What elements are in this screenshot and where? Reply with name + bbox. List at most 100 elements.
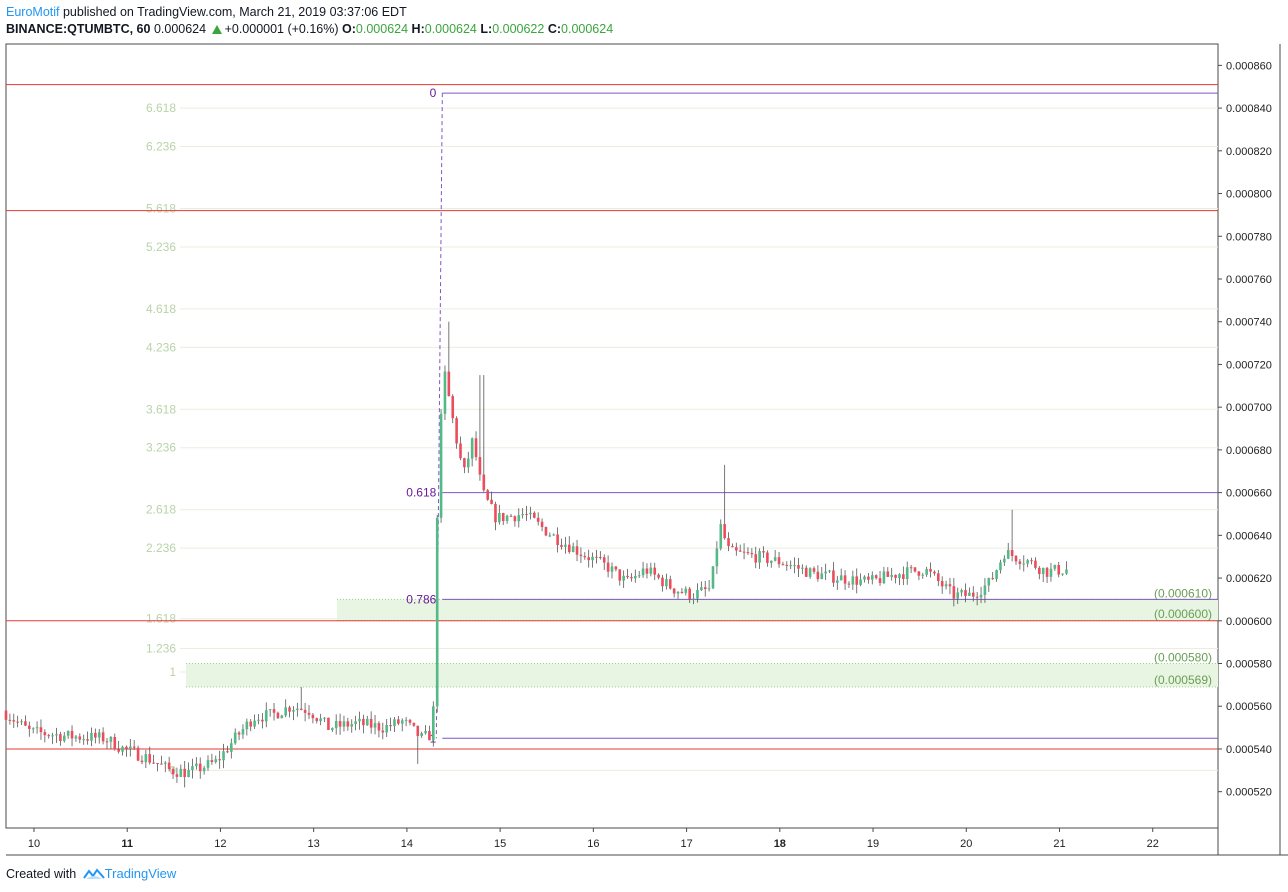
- candle-up: [839, 575, 843, 581]
- zone-bottom-price-label: (0.000600): [1154, 607, 1212, 621]
- candle-up: [498, 513, 501, 523]
- candle-down: [210, 760, 214, 762]
- candle-down: [703, 587, 707, 590]
- y-tick-label: 0.000520: [1226, 787, 1272, 799]
- candle-down: [327, 717, 330, 730]
- candle-down: [991, 578, 994, 580]
- candle-up: [35, 727, 39, 729]
- candle-down: [299, 708, 303, 710]
- candle-up: [62, 735, 66, 741]
- candle-up: [264, 710, 268, 722]
- candle-down: [688, 588, 691, 600]
- y-tick-label: 0.000700: [1226, 402, 1272, 414]
- candle-down: [59, 734, 62, 741]
- candle-up: [373, 723, 377, 728]
- candle-up: [983, 585, 987, 596]
- candle-up: [548, 535, 552, 537]
- candle-up: [1003, 558, 1006, 563]
- candle-up: [358, 718, 361, 722]
- candle-up: [517, 515, 521, 522]
- candle-up: [466, 458, 470, 468]
- tradingview-brand[interactable]: TradingView: [104, 866, 177, 881]
- candle-up: [443, 371, 447, 414]
- high-label: H:: [411, 22, 425, 36]
- candle-down: [672, 588, 676, 594]
- candle-down: [226, 751, 229, 753]
- candle-up: [1061, 573, 1064, 575]
- candle-down: [28, 725, 31, 729]
- candle-down: [1038, 567, 1041, 574]
- candle-down: [459, 443, 462, 459]
- candle-up: [268, 709, 272, 711]
- candle-down: [902, 574, 905, 579]
- candle-down: [490, 499, 493, 504]
- candle-up: [641, 568, 645, 576]
- candle-up: [676, 591, 680, 594]
- candle-up: [121, 746, 124, 752]
- candle-up: [808, 568, 812, 577]
- y-tick-label: 0.000820: [1226, 146, 1272, 158]
- candle-down: [451, 396, 455, 419]
- candle-down: [754, 554, 758, 563]
- low-value: 0.000622: [492, 22, 545, 36]
- y-tick-label: 0.000860: [1226, 60, 1272, 72]
- candle-up: [801, 567, 804, 569]
- candle-up: [851, 576, 855, 585]
- candle-up: [82, 739, 85, 741]
- candle-down: [766, 552, 769, 563]
- candle-up: [634, 575, 637, 579]
- candle-down: [843, 575, 847, 584]
- candle-down: [847, 583, 851, 585]
- candle-down: [630, 577, 633, 579]
- created-with-label: Created with: [6, 867, 77, 881]
- candle-up: [432, 706, 435, 741]
- candle-up: [960, 590, 963, 593]
- candle-up: [1065, 569, 1068, 574]
- candle-up: [1041, 567, 1045, 574]
- candle-down: [113, 736, 117, 750]
- candle-down: [742, 551, 746, 553]
- candle-down: [785, 564, 789, 566]
- candle-down: [746, 552, 750, 554]
- candle-up: [665, 579, 668, 587]
- candle-up: [824, 571, 827, 574]
- fib-extension-label: 5.618: [146, 201, 176, 215]
- candle-up: [230, 743, 233, 752]
- candle-down: [937, 573, 940, 582]
- y-tick-label: 0.000540: [1226, 744, 1272, 756]
- candle-down: [913, 567, 917, 572]
- candle-down: [362, 718, 365, 726]
- candle-down: [606, 562, 610, 572]
- y-tick-label: 0.000740: [1226, 317, 1272, 329]
- candle-up: [51, 735, 54, 737]
- publish-info: EuroMotif published on TradingView.com, …: [6, 4, 407, 21]
- candle-down: [738, 550, 742, 552]
- candle-down: [494, 503, 497, 523]
- candle-down: [929, 568, 932, 572]
- candle-up: [905, 567, 909, 579]
- candle-up: [284, 707, 287, 716]
- candle-down: [311, 714, 315, 719]
- candle-up: [404, 719, 408, 721]
- candle-up: [144, 754, 148, 763]
- candle-up: [1022, 563, 1026, 565]
- y-tick-label: 0.000780: [1226, 231, 1272, 243]
- candle-down: [536, 517, 540, 522]
- candle-down: [198, 763, 202, 772]
- y-tick-label: 0.000560: [1226, 701, 1272, 713]
- candle-up: [257, 719, 260, 721]
- author-link[interactable]: EuroMotif: [6, 5, 60, 19]
- candle-up: [1026, 560, 1029, 564]
- candle-down: [723, 524, 726, 539]
- candle-up: [354, 721, 357, 725]
- candle-down: [544, 527, 548, 536]
- candle-up: [163, 762, 167, 764]
- candle-down: [614, 566, 618, 570]
- y-tick-label: 0.000680: [1226, 445, 1272, 457]
- candle-up: [995, 570, 998, 580]
- candle-down: [618, 569, 622, 581]
- candle-down: [237, 732, 241, 735]
- close-value: 0.000624: [561, 22, 614, 36]
- candle-up: [711, 566, 715, 589]
